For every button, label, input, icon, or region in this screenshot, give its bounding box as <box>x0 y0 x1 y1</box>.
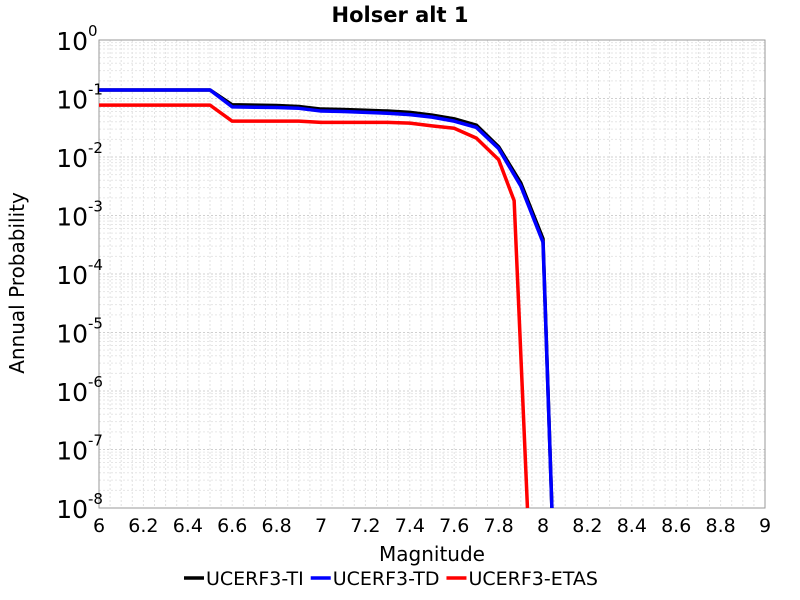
y-tick-exponent: -7 <box>88 432 103 450</box>
x-tick-label: 6.6 <box>217 515 247 537</box>
grid <box>98 40 766 509</box>
x-tick-label: 6.4 <box>173 515 203 537</box>
x-tick-label: 9 <box>759 515 771 537</box>
legend-item-ucerf3-ti: UCERF3-TI <box>184 568 304 590</box>
y-tick-exponent: -1 <box>88 81 103 99</box>
series-line-ucerf3-etas <box>99 103 530 509</box>
x-tick-label: 8.8 <box>705 515 735 537</box>
y-tick-exponent: -4 <box>88 256 103 274</box>
x-tick-label: 8 <box>537 515 549 537</box>
x-tick-label: 7.6 <box>439 515 469 537</box>
y-tick-base: 10 <box>56 27 88 56</box>
y-tick-base: 10 <box>56 437 88 466</box>
y-tick-label: 10 -4 <box>56 256 103 290</box>
x-tick-label: 6 <box>93 515 105 537</box>
series-line-ucerf3-ti <box>99 88 554 509</box>
y-tick-label: 10 -1 <box>56 81 103 115</box>
y-tick-base: 10 <box>56 86 88 115</box>
y-tick-label: 10 -2 <box>56 139 103 173</box>
legend-item-ucerf3-td: UCERF3-TD <box>310 568 440 590</box>
x-tick-label: 6.8 <box>261 515 291 537</box>
legend-label: UCERF3-ETAS <box>468 568 597 590</box>
x-axis-ticks: 6 6.2 6.4 6.6 6.8 7 7.2 7.4 7.6 7.8 8 8.2 8.4 8.6 8.8 9 <box>93 515 771 537</box>
y-tick-base: 10 <box>56 495 88 524</box>
series-line-ucerf3-td <box>99 88 554 509</box>
chart-title: Holser alt 1 <box>332 3 469 27</box>
x-axis-label: Magnitude <box>379 542 485 566</box>
y-tick-base: 10 <box>56 144 88 173</box>
legend: UCERF3-TI UCERF3-TD UCERF3-ETAS <box>184 568 598 590</box>
legend-label: UCERF3-TI <box>206 568 304 590</box>
x-tick-label: 6.2 <box>128 515 158 537</box>
y-tick-label: 10 -3 <box>56 198 103 232</box>
y-tick-exponent: -5 <box>88 315 103 333</box>
y-tick-exponent: -3 <box>88 198 103 216</box>
x-tick-label: 7.8 <box>483 515 513 537</box>
y-tick-label: 10 -7 <box>56 432 103 466</box>
y-tick-base: 10 <box>56 378 88 407</box>
y-tick-exponent: -8 <box>88 490 103 508</box>
legend-label: UCERF3-TD <box>333 568 440 590</box>
x-tick-label: 8.6 <box>661 515 691 537</box>
x-tick-label: 8.4 <box>617 515 647 537</box>
x-tick-label: 7.4 <box>395 515 425 537</box>
y-tick-base: 10 <box>56 261 88 290</box>
y-tick-exponent: 0 <box>88 22 98 40</box>
y-tick-label: 10 -8 <box>56 490 103 524</box>
y-tick-exponent: -2 <box>88 139 103 157</box>
y-tick-label: 10 -5 <box>56 315 103 349</box>
legend-item-ucerf3-etas: UCERF3-ETAS <box>446 568 598 590</box>
y-axis-label: Annual Probability <box>5 192 29 374</box>
series-layer <box>99 88 554 509</box>
x-tick-label: 8.2 <box>572 515 602 537</box>
y-tick-label: 10 -6 <box>56 373 103 407</box>
x-tick-label: 7 <box>315 515 327 537</box>
y-tick-exponent: -6 <box>88 373 103 391</box>
plot-frame <box>98 39 766 509</box>
y-tick-base: 10 <box>56 320 88 349</box>
y-tick-base: 10 <box>56 203 88 232</box>
y-tick-label: 10 0 <box>56 22 97 56</box>
x-tick-label: 7.2 <box>350 515 380 537</box>
